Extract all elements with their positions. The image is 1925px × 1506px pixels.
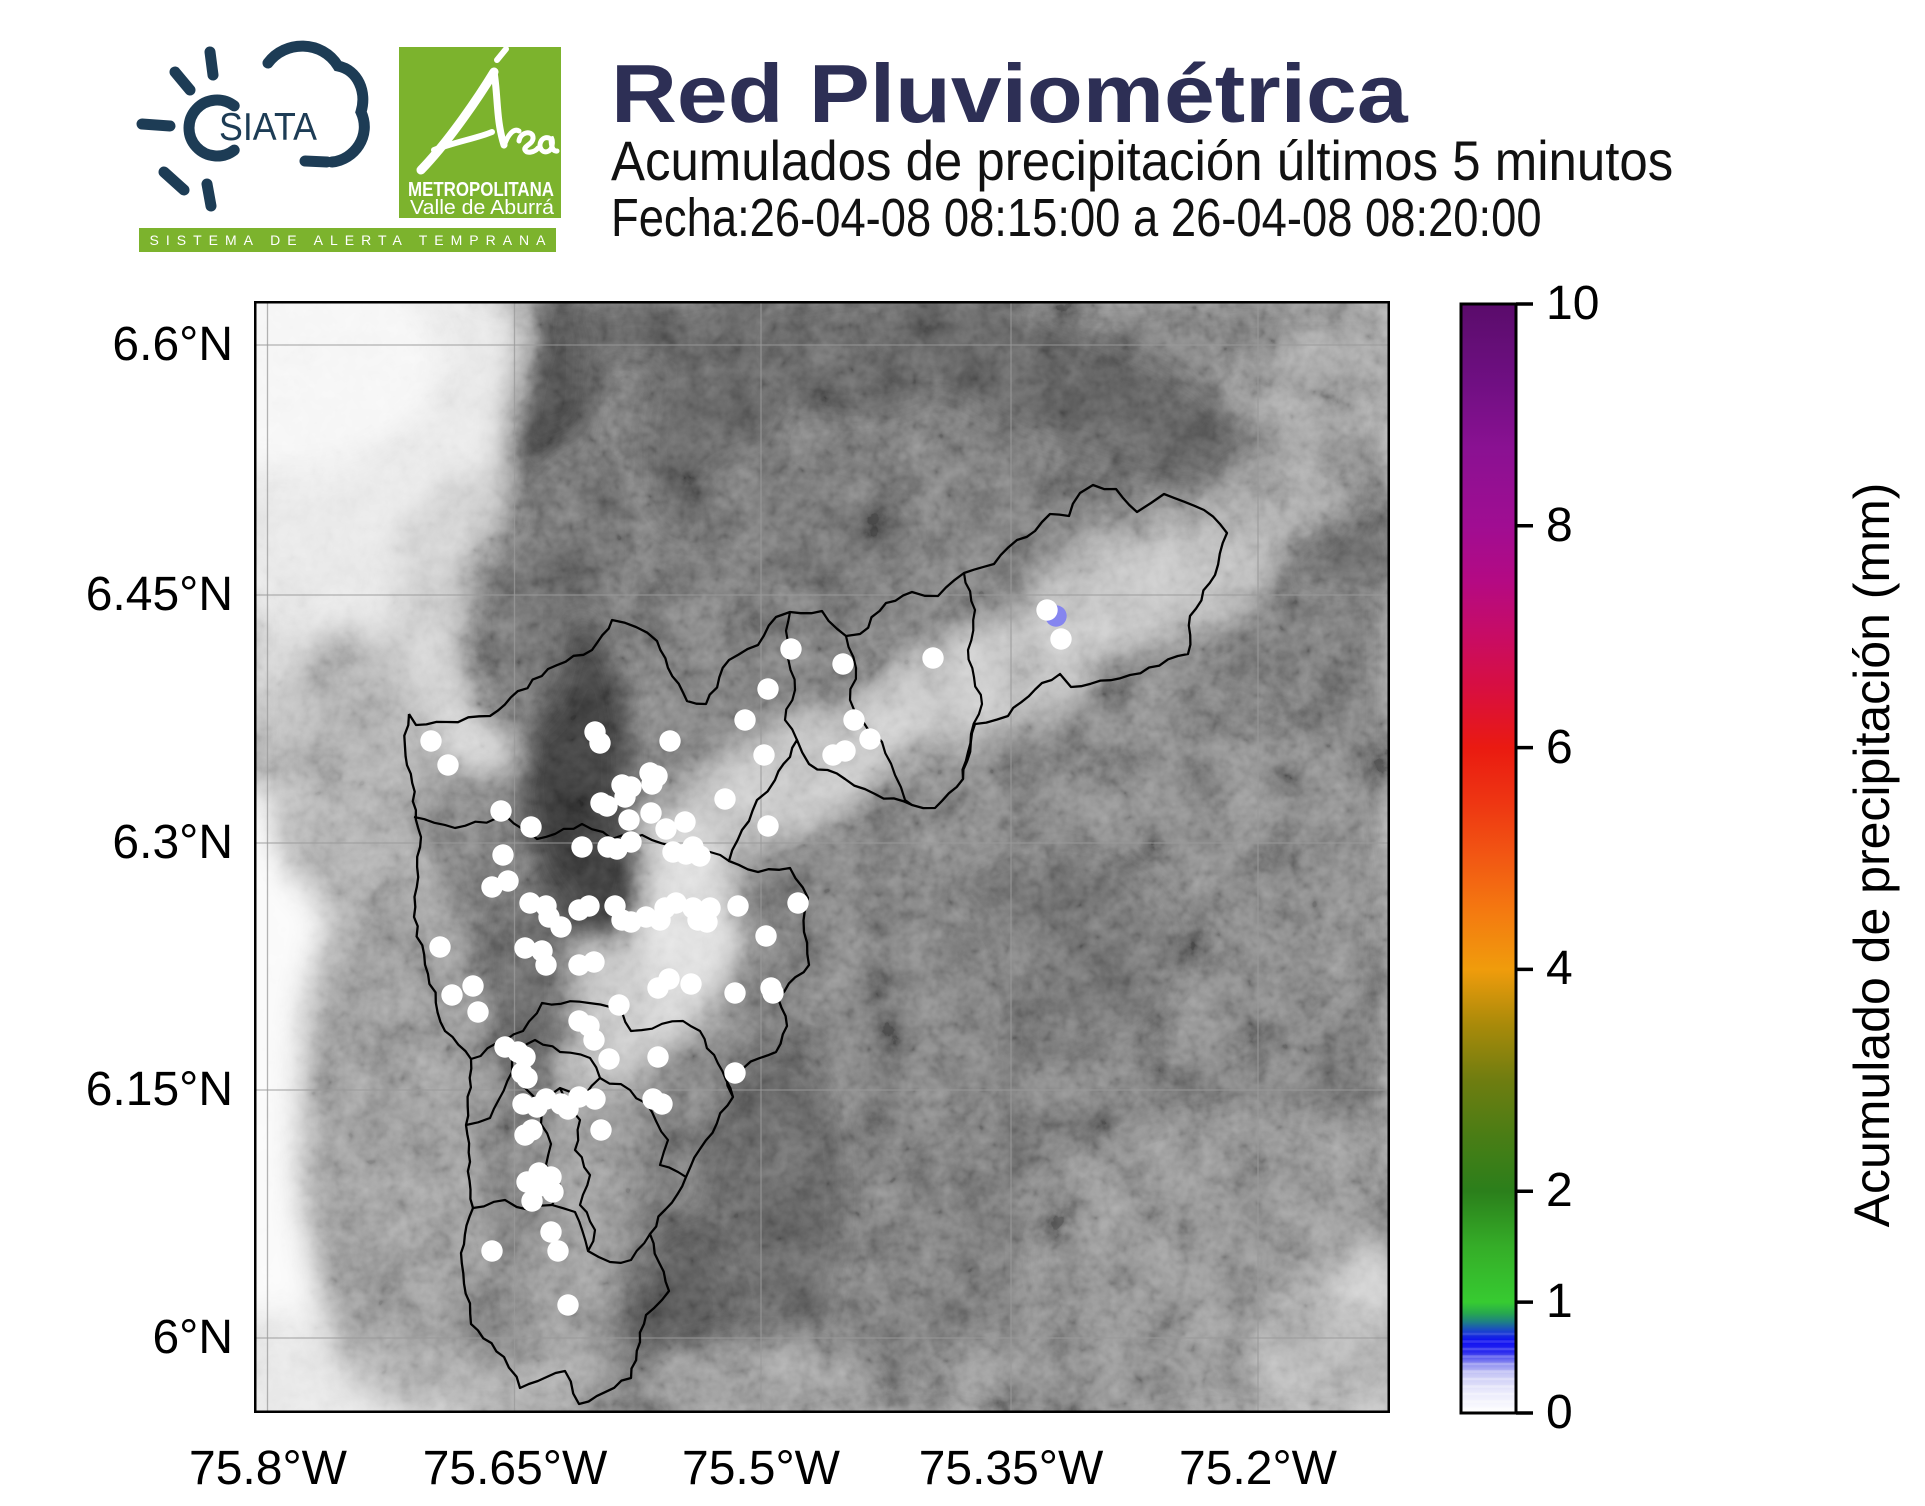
svg-text:METROPOLITANA: METROPOLITANA xyxy=(408,179,554,201)
svg-text:Valle de Aburrá: Valle de Aburrá xyxy=(410,197,555,219)
svg-text:SIATA: SIATA xyxy=(219,106,317,149)
